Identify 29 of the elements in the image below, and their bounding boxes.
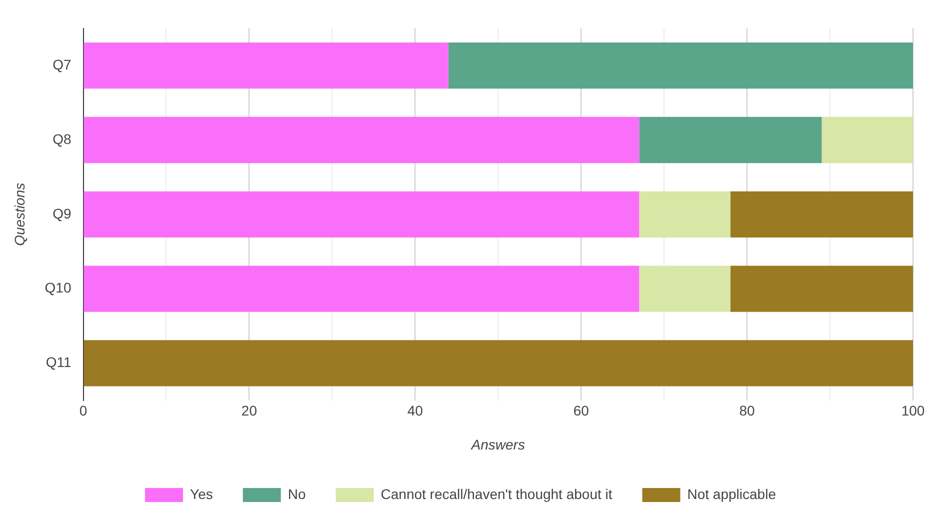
- y-tick-label: Q10: [44, 280, 72, 296]
- x-tick-label: 40: [407, 402, 424, 419]
- bar: [639, 116, 822, 164]
- y-axis-title: Questions: [11, 182, 28, 246]
- legend-label: Not applicable: [687, 486, 776, 502]
- bar: [84, 266, 640, 312]
- bar: [822, 116, 913, 164]
- y-tick-label: Q8: [52, 130, 72, 147]
- x-tick-label: 0: [79, 402, 88, 419]
- bar: [448, 42, 913, 89]
- y-tick-label: Q11: [46, 354, 72, 370]
- bar: [639, 191, 730, 238]
- bar: [84, 340, 913, 386]
- x-tick-label: 20: [241, 402, 258, 419]
- legend-label: No: [288, 486, 306, 502]
- legend-label: Cannot recall/haven't thought about it: [380, 486, 612, 502]
- legend-label: Yes: [190, 486, 213, 502]
- bar: [84, 116, 640, 164]
- bar: [639, 266, 730, 312]
- bar: [730, 191, 913, 238]
- x-axis-title: Answers: [470, 436, 525, 452]
- x-tick-label: 80: [739, 402, 756, 419]
- bar: [84, 191, 640, 238]
- bar: [84, 42, 448, 89]
- y-tick-label: Q9: [52, 205, 72, 222]
- bar: [730, 266, 913, 312]
- y-tick-label: Q7: [52, 56, 72, 72]
- x-tick-label: 60: [573, 402, 590, 419]
- x-tick-label: 100: [901, 402, 925, 419]
